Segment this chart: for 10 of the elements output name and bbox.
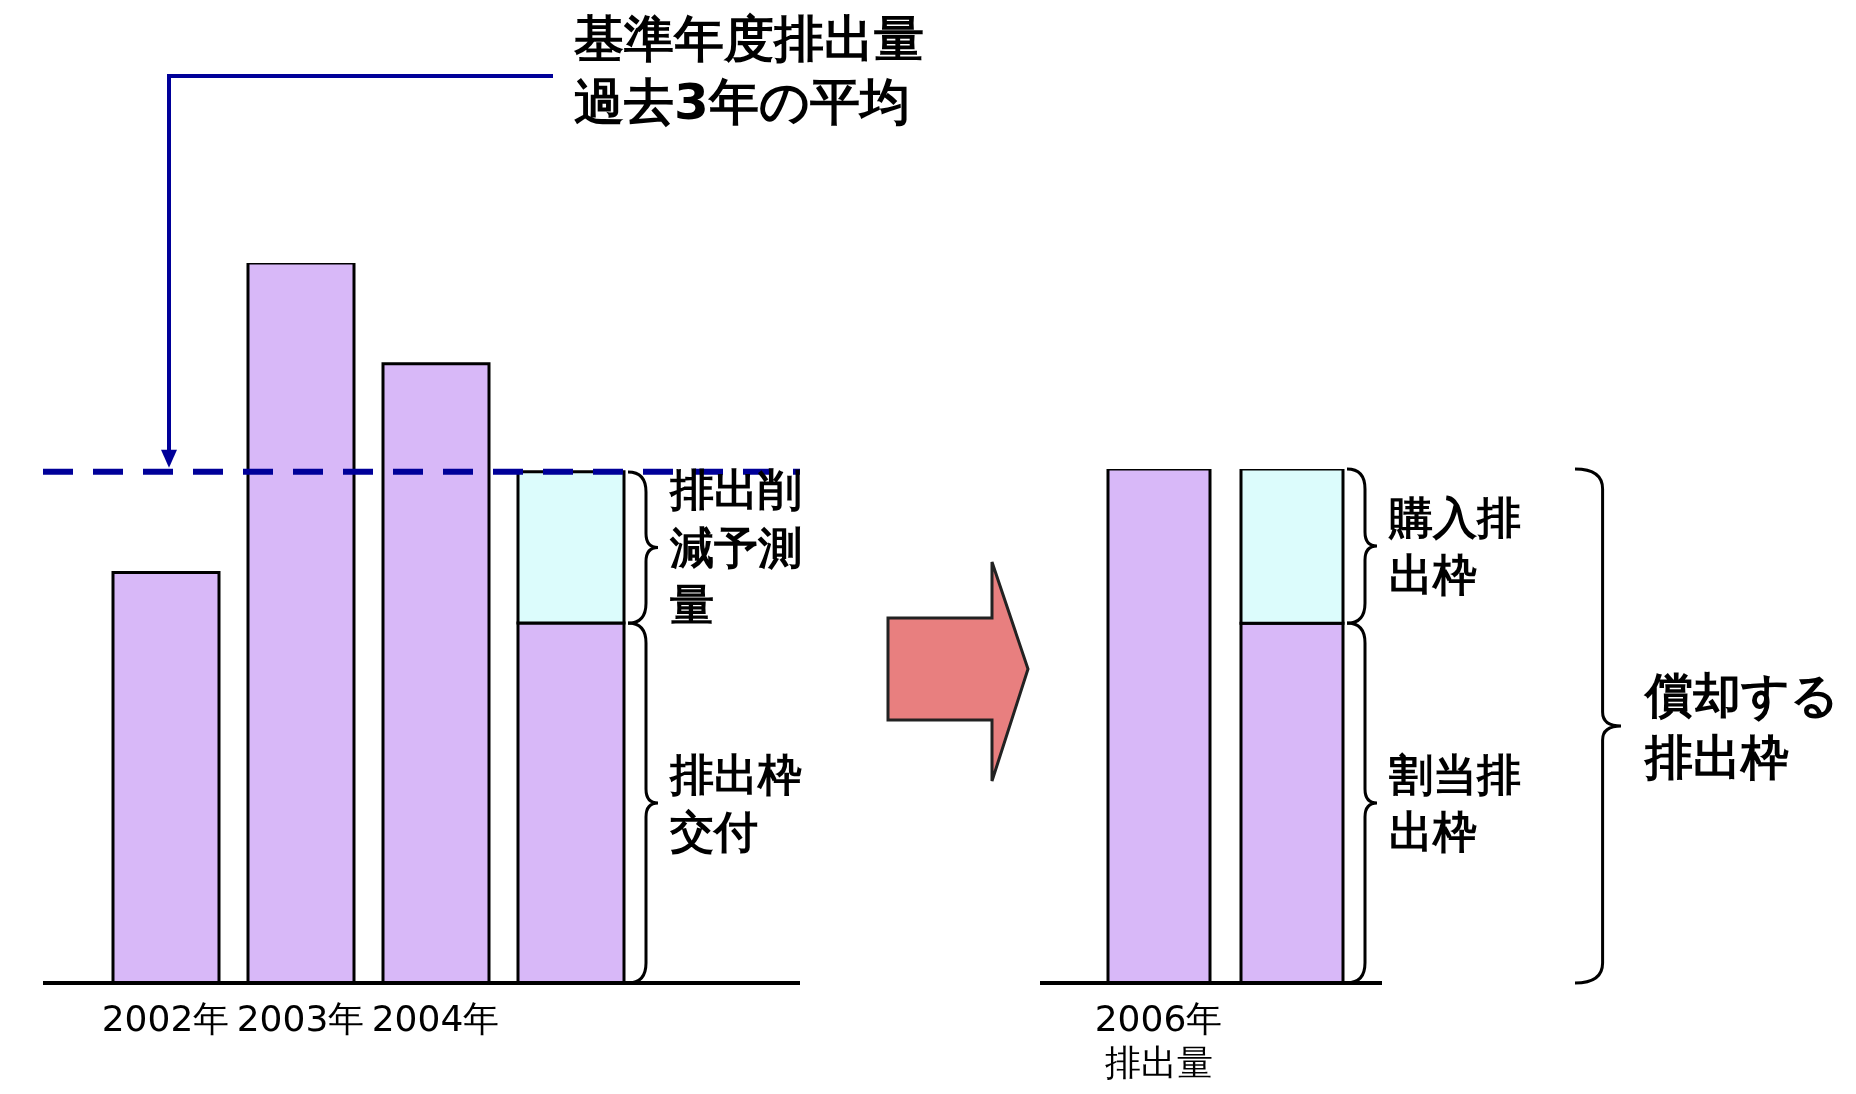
series-label: 割当排出枠 [1388, 747, 1522, 860]
x-tick-label: 2002年 [101, 998, 230, 1039]
text: 償却する排出枠 [1645, 665, 1840, 787]
series-label: 排出枠交付 [669, 747, 803, 859]
x-tick-label: 2004年 [371, 998, 500, 1039]
series-label: 購入排出枠 [1388, 490, 1522, 603]
x-tick-label: 2006年排出量 [1094, 998, 1223, 1083]
text: 基準年度排出量過去3年の平均 [574, 9, 925, 133]
x-tick-label: 2003年 [236, 998, 365, 1039]
series-label: 排出削減予測量 [669, 463, 803, 632]
